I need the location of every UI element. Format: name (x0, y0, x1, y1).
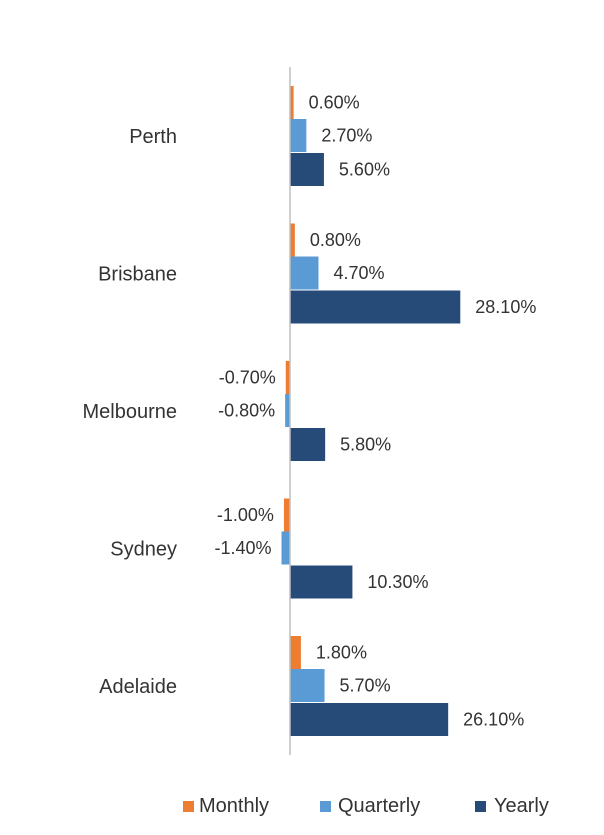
bars-layer (281, 86, 461, 736)
bar-melbourne-quarterly (285, 394, 290, 427)
value-label-brisbane-quarterly: 4.70% (333, 263, 384, 283)
bar-brisbane-yearly (290, 290, 461, 324)
category-label-sydney: Sydney (110, 539, 177, 561)
value-label-perth-quarterly: 2.70% (321, 126, 372, 146)
value-label-adelaide-yearly: 26.10% (463, 710, 524, 730)
value-label-melbourne-yearly: 5.80% (340, 435, 391, 455)
legend-swatch-quarterly (320, 801, 331, 812)
category-label-perth: Perth (129, 126, 177, 148)
value-label-adelaide-quarterly: 5.70% (340, 676, 391, 696)
bar-perth-quarterly (290, 119, 307, 152)
value-label-brisbane-monthly: 0.80% (310, 230, 361, 250)
category-label-melbourne: Melbourne (82, 401, 177, 423)
value-label-perth-monthly: 0.60% (309, 93, 360, 113)
bar-melbourne-yearly (290, 428, 326, 461)
legend: Monthly Quarterly Yearly (183, 795, 549, 817)
bar-adelaide-quarterly (290, 669, 325, 702)
legend-label-quarterly: Quarterly (338, 795, 420, 817)
value-label-sydney-quarterly: -1.40% (214, 538, 271, 558)
bar-brisbane-quarterly (290, 256, 319, 290)
legend-swatch-monthly (183, 801, 194, 812)
value-label-melbourne-monthly: -0.70% (219, 368, 276, 388)
labels-layer: Perth 0.60% 2.70% 5.60% Brisbane 0.80% 4.70% 28… (82, 93, 536, 730)
bar-sydney-yearly (290, 565, 353, 599)
value-label-adelaide-monthly: 1.80% (316, 643, 367, 663)
legend-label-yearly: Yearly (494, 795, 549, 817)
bar-sydney-quarterly (281, 531, 290, 565)
value-label-perth-yearly: 5.60% (339, 160, 390, 180)
bar-sydney-monthly (283, 498, 290, 532)
bar-perth-monthly (290, 86, 294, 119)
bar-melbourne-monthly (285, 361, 290, 394)
bar-brisbane-monthly (290, 223, 295, 257)
category-label-adelaide: Adelaide (99, 676, 177, 698)
legend-label-monthly: Monthly (199, 795, 269, 817)
value-label-sydney-yearly: 10.30% (367, 572, 428, 592)
value-label-melbourne-quarterly: -0.80% (218, 401, 275, 421)
legend-swatch-yearly (475, 801, 486, 812)
bar-adelaide-yearly (290, 703, 449, 736)
bar-adelaide-monthly (290, 636, 301, 669)
bar-perth-yearly (290, 153, 324, 186)
value-label-brisbane-yearly: 28.10% (475, 297, 536, 317)
category-label-brisbane: Brisbane (98, 264, 177, 286)
value-label-sydney-monthly: -1.00% (217, 505, 274, 525)
